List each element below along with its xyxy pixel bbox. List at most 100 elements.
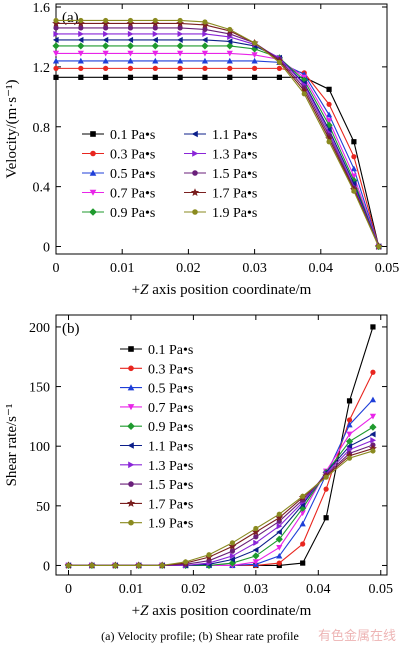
series-line [56,67,380,247]
velocity-chart: 0 0.01 0.02 0.03 0.04 0.05 0 0.4 0.8 1.2 1.6 +Z axi… [4,1,399,298]
data-point [102,57,109,64]
legend-label: 0.9 Pa•s [148,420,193,435]
legend-label: 0.1 Pa•s [148,343,193,358]
data-point [276,65,283,71]
data-point [369,396,377,403]
legend-label: 1.1 Pa•s [148,440,193,455]
data-point [251,52,258,58]
data-point [103,30,109,38]
series-8 [53,25,382,250]
legend-marker [191,130,198,138]
x-tick-label: 0.04 [309,261,334,276]
y-tick-label: 100 [29,440,50,455]
y-axis-label: Shear rate/s⁻¹ [4,404,20,487]
legend-item: 0.1 Pa•s [120,343,193,358]
series-line [68,399,374,567]
series-line [56,52,380,247]
data-point [253,534,259,540]
data-point [78,74,84,80]
data-point [351,188,357,194]
data-point [346,421,353,428]
data-point [52,57,60,64]
legend-marker [90,150,96,157]
data-point [276,560,282,566]
legend-marker [89,208,97,216]
data-point [226,42,234,50]
legend-marker [127,404,135,411]
data-point [228,542,237,550]
legend-label: 0.1 Pa•s [110,128,155,143]
data-point [127,65,134,71]
data-point [103,65,109,71]
data-point [127,74,134,80]
data-point [227,65,233,71]
data-point [152,65,158,71]
legend-marker [192,150,199,157]
data-point [177,25,183,31]
data-point [103,17,109,24]
legend-item: 1.9 Pa•s [120,517,193,532]
series-line [68,439,374,567]
x-axis-label-rest: axis position coordinate/m [148,603,311,619]
series-1 [53,74,382,250]
legend-marker [128,481,134,487]
data-point [126,42,135,50]
data-point [177,30,184,38]
y-tick-label: 50 [36,500,50,515]
data-point [350,180,357,187]
data-point [126,19,135,27]
series-6 [65,431,376,569]
data-point [325,111,333,118]
y-tick-label: 1.2 [33,61,51,76]
data-point [299,510,306,517]
data-point [177,57,184,64]
data-point [275,535,283,543]
data-point [151,19,160,27]
series-line [56,39,380,247]
x-tick-label: 0.04 [306,582,331,597]
series-10 [65,448,376,569]
legend-item: 0.3 Pa•s [82,148,155,163]
data-point [251,45,259,53]
data-point [229,540,236,546]
data-point [78,25,84,31]
data-point [370,369,376,375]
data-point [346,443,353,450]
data-point [253,525,259,532]
x-axis-label-variable: Z [140,603,149,619]
legend-label: 0.5 Pa•s [110,167,155,182]
figure-caption: (a) Velocity profile; (b) Shear rate pro… [101,629,299,643]
legend-item: 1.1 Pa•s [184,128,257,143]
data-point [103,74,109,80]
x-tick-label: 0.02 [176,261,201,276]
data-point [202,19,208,25]
data-point [345,437,354,446]
series-10 [53,17,382,250]
data-point [127,30,134,38]
data-point [201,36,208,44]
legend-marker [127,422,135,430]
series-1 [65,324,376,569]
data-point [252,559,259,565]
x-tick-label: 0.05 [369,582,394,597]
data-point [176,42,184,50]
legend-item: 0.5 Pa•s [82,167,155,182]
legend-label: 1.7 Pa•s [212,187,257,202]
data-point [102,50,109,57]
x-tick-label: 0 [65,582,72,597]
data-point [77,42,85,50]
data-point [300,560,306,566]
data-point [77,50,84,57]
data-point [229,556,236,563]
legend-item: 1.5 Pa•s [184,167,257,182]
data-point [202,30,209,38]
data-point [251,527,260,536]
series-line [56,45,380,247]
x-axis-label-rest: axis position coordinate/m [148,282,311,298]
data-point [346,431,353,438]
data-point [151,42,159,50]
legend-label: 0.7 Pa•s [148,401,193,416]
data-point [351,139,357,145]
data-point [177,50,184,57]
x-axis-label-prefix: + [132,282,140,298]
